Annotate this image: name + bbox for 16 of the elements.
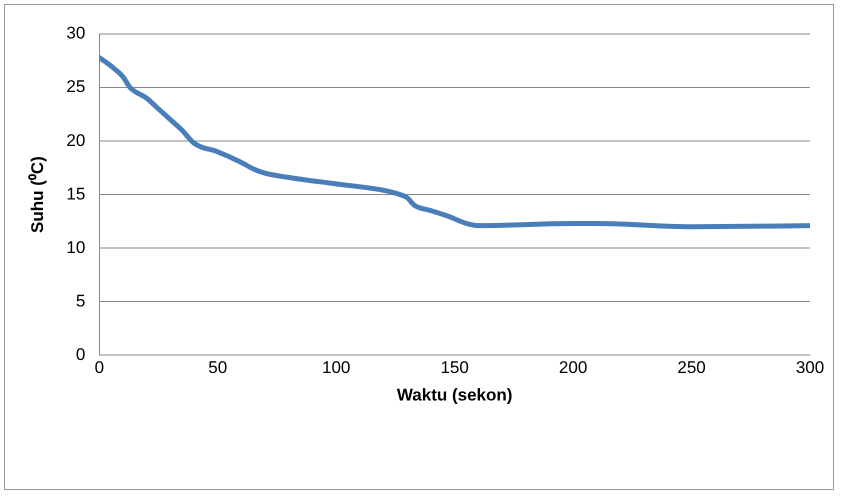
- y-tick-label: 5: [76, 291, 86, 310]
- y-axis-title: Suhu (⁰C): [28, 156, 47, 234]
- y-tick-label: 30: [66, 24, 86, 43]
- x-tick-label: 250: [677, 358, 706, 378]
- x-tick-label: 150: [440, 358, 469, 378]
- y-tick-label: 10: [66, 238, 86, 257]
- y-tick-label: 0: [76, 344, 86, 364]
- y-tick-label: 25: [66, 77, 86, 96]
- x-tick-label: 300: [796, 358, 824, 378]
- x-axis-title: Waktu (sekon): [396, 385, 512, 404]
- x-tick-label: 100: [322, 358, 350, 378]
- y-tick-label: 15: [66, 184, 86, 204]
- x-tick-label: 0: [94, 358, 104, 378]
- x-tick-label: 50: [208, 358, 228, 378]
- y-tick-label: 20: [66, 130, 86, 150]
- x-tick-label: 200: [558, 358, 588, 378]
